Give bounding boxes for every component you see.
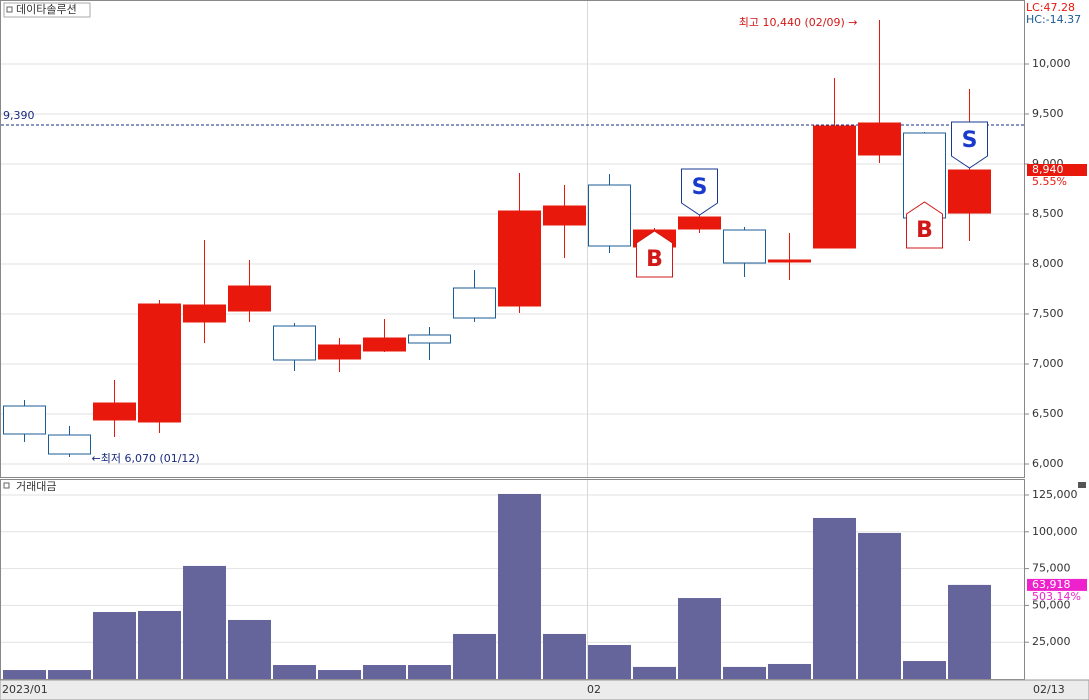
price-panel	[0, 0, 1025, 478]
last-value-box	[1027, 578, 1087, 591]
buy-signal	[906, 201, 943, 249]
bar	[138, 610, 181, 679]
bar	[48, 670, 91, 679]
candle-body	[48, 434, 91, 455]
bar	[633, 666, 676, 679]
candle-body	[3, 405, 46, 435]
bar	[813, 517, 856, 679]
candle-body	[318, 344, 361, 360]
bar	[273, 665, 316, 679]
bar	[318, 670, 361, 679]
candle-body	[543, 205, 586, 226]
last-price: 8,940	[1032, 163, 1064, 176]
icon	[6, 6, 13, 13]
bar	[768, 663, 811, 679]
icon	[3, 482, 10, 489]
candle-body	[723, 229, 766, 264]
buy-signal-label: B	[646, 247, 663, 272]
panel-button[interactable]	[1078, 482, 1086, 488]
sell-signal-label: S	[962, 128, 978, 153]
title: 데이타솔루션	[16, 3, 77, 16]
sell-signal	[681, 168, 718, 216]
buy-signal-label: B	[916, 218, 933, 243]
high-annotation: 최고 10,440 (02/09) →	[739, 16, 858, 29]
candle-body	[93, 402, 136, 421]
bar	[678, 598, 721, 679]
x-tick-label: 2023/01	[2, 683, 48, 696]
bar	[498, 493, 541, 679]
last-change: 5.55%	[1032, 175, 1067, 188]
y-tick-label: 7,500	[1032, 307, 1064, 320]
candle-body	[768, 259, 811, 263]
candle-body	[678, 216, 721, 230]
candle-body	[813, 125, 856, 249]
candle-body	[183, 304, 226, 323]
x-axis-bar	[0, 679, 1089, 700]
y-tick-label: 75,000	[1032, 562, 1071, 575]
candle-body	[408, 334, 451, 344]
y-tick-label: 7,000	[1032, 357, 1064, 370]
bar	[93, 612, 136, 679]
low-annotation: ←최저 6,070 (01/12)	[92, 452, 200, 465]
bar	[588, 644, 631, 679]
title-box	[3, 2, 91, 18]
sell-signal	[951, 121, 988, 169]
volume-title: 거래대금	[16, 480, 56, 493]
bar	[453, 633, 496, 679]
hc: HC:-14.37	[1026, 13, 1081, 26]
y-tick-label: 125,000	[1032, 488, 1078, 501]
candle-body	[498, 210, 541, 307]
candle-body	[948, 169, 991, 214]
bar	[363, 665, 406, 679]
lc: LC:47.28	[1026, 1, 1075, 14]
bar	[183, 565, 226, 679]
candle-body	[273, 325, 316, 361]
candle-body	[453, 287, 496, 319]
candle-body	[228, 285, 271, 312]
y-tick-label: 8,500	[1032, 207, 1064, 220]
y-tick-label: 10,000	[1032, 57, 1071, 70]
reference-label: 9,390	[3, 109, 35, 122]
candle-body	[363, 337, 406, 352]
bar	[543, 633, 586, 679]
bar	[228, 619, 271, 679]
y-tick-label: 50,000	[1032, 598, 1071, 611]
bar	[948, 584, 991, 679]
y-tick-label: 9,500	[1032, 107, 1064, 120]
x-end-label: 02/13	[1033, 683, 1065, 696]
buy-signal	[636, 230, 673, 278]
bar	[903, 661, 946, 679]
bar	[408, 665, 451, 679]
bar	[3, 670, 46, 679]
candle-body	[588, 184, 631, 247]
last-price-box	[1027, 164, 1087, 176]
sell-signal-label: S	[692, 175, 708, 200]
y-tick-label: 8,000	[1032, 257, 1064, 270]
candle-body	[858, 122, 901, 156]
last-change: 503.14%	[1032, 590, 1081, 603]
last-value: 63,918	[1032, 578, 1071, 591]
y-tick-label: 25,000	[1032, 635, 1071, 648]
bar	[723, 666, 766, 679]
y-tick-label: 6,000	[1032, 457, 1064, 470]
x-tick-label: 02	[587, 683, 601, 696]
candle-body	[138, 303, 181, 423]
bar	[858, 532, 901, 679]
y-tick-label: 6,500	[1032, 407, 1064, 420]
y-tick-label: 100,000	[1032, 525, 1078, 538]
